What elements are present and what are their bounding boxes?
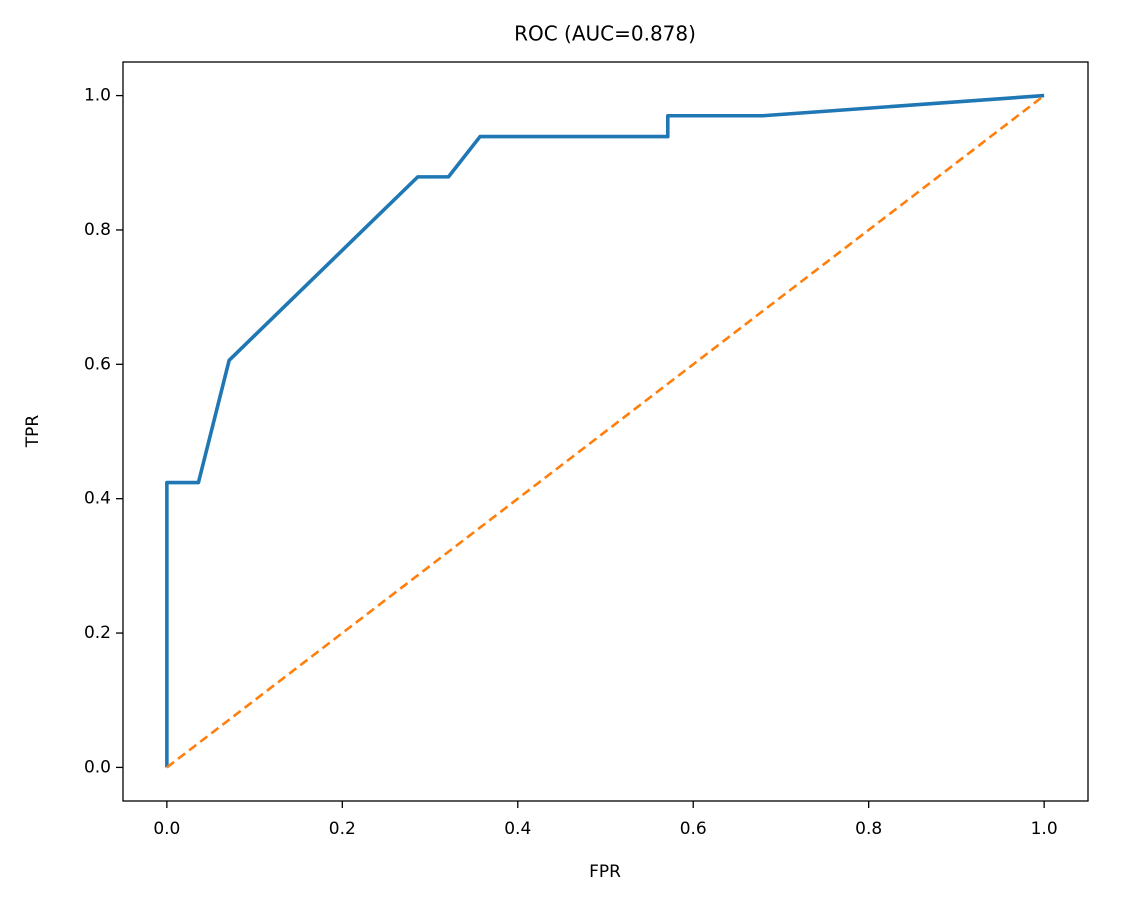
diagonal-line xyxy=(166,94,1045,769)
roc-line xyxy=(165,93,1045,768)
y-tick-label: 0.8 xyxy=(84,220,111,240)
x-axis-label: FPR xyxy=(589,862,621,882)
x-tick-label: 1.0 xyxy=(1031,819,1058,839)
x-tick-label: 0.8 xyxy=(855,819,882,839)
x-tick-label: 0.4 xyxy=(504,819,531,839)
x-tick-label: 0.6 xyxy=(680,819,707,839)
y-tick-label: 0.2 xyxy=(84,623,111,643)
y-tick-label: 0.4 xyxy=(84,489,111,509)
y-axis-label: TPR xyxy=(23,415,43,449)
y-tick-label: 0.6 xyxy=(84,354,111,374)
y-tick-label: 1.0 xyxy=(84,86,111,106)
plot-frame xyxy=(122,61,1089,802)
x-tick-label: 0.2 xyxy=(329,819,356,839)
y-tick-label: 0.0 xyxy=(84,757,111,777)
chart-title: ROC (AUC=0.878) xyxy=(514,22,696,46)
x-tick-label: 0.0 xyxy=(153,819,180,839)
